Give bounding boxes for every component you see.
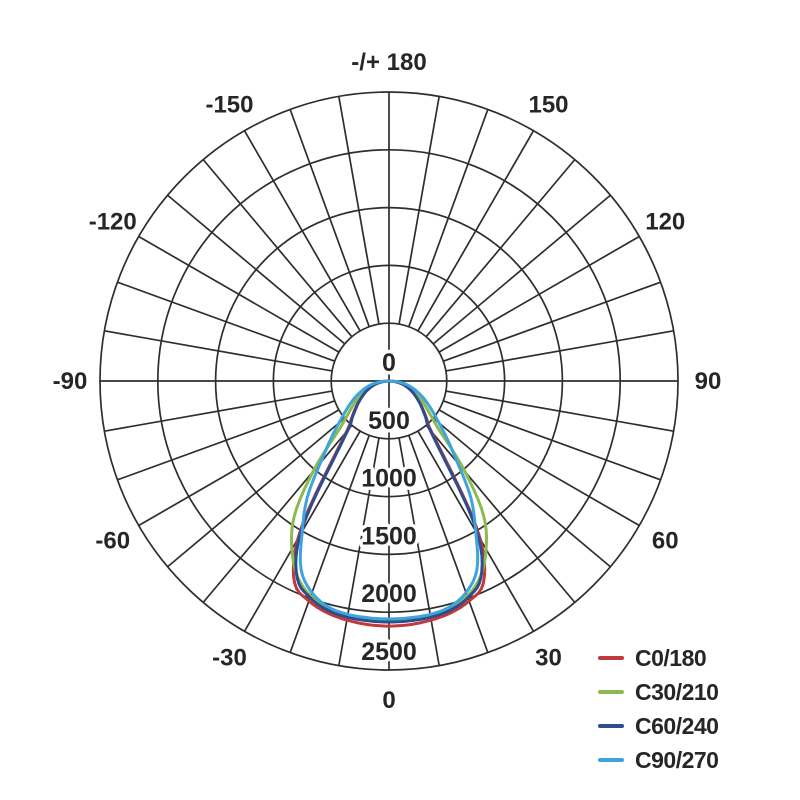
grid-spoke — [337, 437, 380, 666]
curve-C90/270 — [298, 379, 480, 621]
grid-spoke — [438, 409, 640, 527]
grid-spoke — [138, 409, 340, 527]
grid-spoke — [438, 235, 640, 353]
grid-spoke — [407, 109, 489, 327]
grid-spoke — [425, 159, 576, 338]
grid-spoke — [432, 194, 611, 345]
angle-label: -60 — [95, 528, 130, 555]
radial-tick-label: 0 — [382, 349, 396, 377]
radial-tick-label: 1000 — [361, 465, 417, 493]
angle-label: 0 — [382, 687, 395, 714]
grid-spoke — [407, 435, 489, 653]
angle-label: -/+ 180 — [351, 49, 426, 76]
grid-spoke — [117, 281, 335, 363]
grid-spoke — [243, 130, 361, 332]
grid-spoke — [398, 96, 441, 325]
legend-swatch-c0-180 — [598, 656, 624, 660]
angle-label: 150 — [528, 92, 568, 119]
curve-C60/240 — [294, 379, 484, 624]
legend-item-c0-180: C0/180 — [598, 646, 718, 670]
legend-label: C60/240 — [635, 712, 719, 739]
grid-spoke — [445, 329, 674, 372]
grid-spoke — [398, 437, 441, 666]
grid-spoke — [443, 399, 661, 481]
angle-label: 30 — [535, 644, 562, 671]
angle-label: 120 — [645, 209, 685, 236]
grid-spoke — [104, 390, 333, 433]
grid-spoke — [445, 390, 674, 433]
angle-label: -150 — [205, 92, 253, 119]
legend-label: C0/180 — [635, 644, 707, 671]
grid-spoke — [104, 329, 333, 372]
legend: C0/180 C30/210 C60/240 C90/270 — [598, 646, 719, 773]
legend-swatch-c60-240 — [598, 724, 624, 728]
radial-tick-label: 2500 — [361, 638, 417, 666]
radial-tick-label: 2000 — [361, 580, 417, 608]
grid-spoke — [202, 424, 353, 603]
angle-label: 90 — [695, 368, 722, 395]
angle-label: -120 — [89, 209, 137, 236]
legend-item-c60-240: C60/240 — [598, 712, 719, 739]
grid-spoke — [289, 435, 371, 653]
grid-spoke — [417, 130, 535, 332]
grid-spoke — [138, 235, 340, 353]
angle-label: -30 — [212, 644, 247, 671]
grid-spoke — [289, 109, 371, 327]
legend-label: C90/270 — [635, 746, 719, 773]
grid-spoke — [167, 417, 346, 568]
angle-label: 60 — [652, 528, 679, 555]
legend-item-c90-270: C90/270 — [598, 746, 719, 773]
legend-swatch-c90-270 — [598, 758, 624, 762]
grid-spoke — [202, 159, 353, 338]
radial-tick-label: 500 — [368, 407, 410, 435]
grid-spoke — [443, 281, 661, 363]
grid-spoke — [432, 417, 611, 568]
grid-spoke — [425, 424, 576, 603]
grid-spoke — [167, 194, 346, 345]
angle-label: -90 — [53, 368, 88, 395]
radial-tick-label: 1500 — [361, 522, 417, 550]
legend-swatch-c30-210 — [598, 690, 624, 694]
grid-spoke — [337, 96, 380, 325]
legend-label: C30/210 — [635, 678, 719, 705]
grid-spoke — [117, 399, 335, 481]
legend-item-c30-210: C30/210 — [598, 678, 719, 705]
